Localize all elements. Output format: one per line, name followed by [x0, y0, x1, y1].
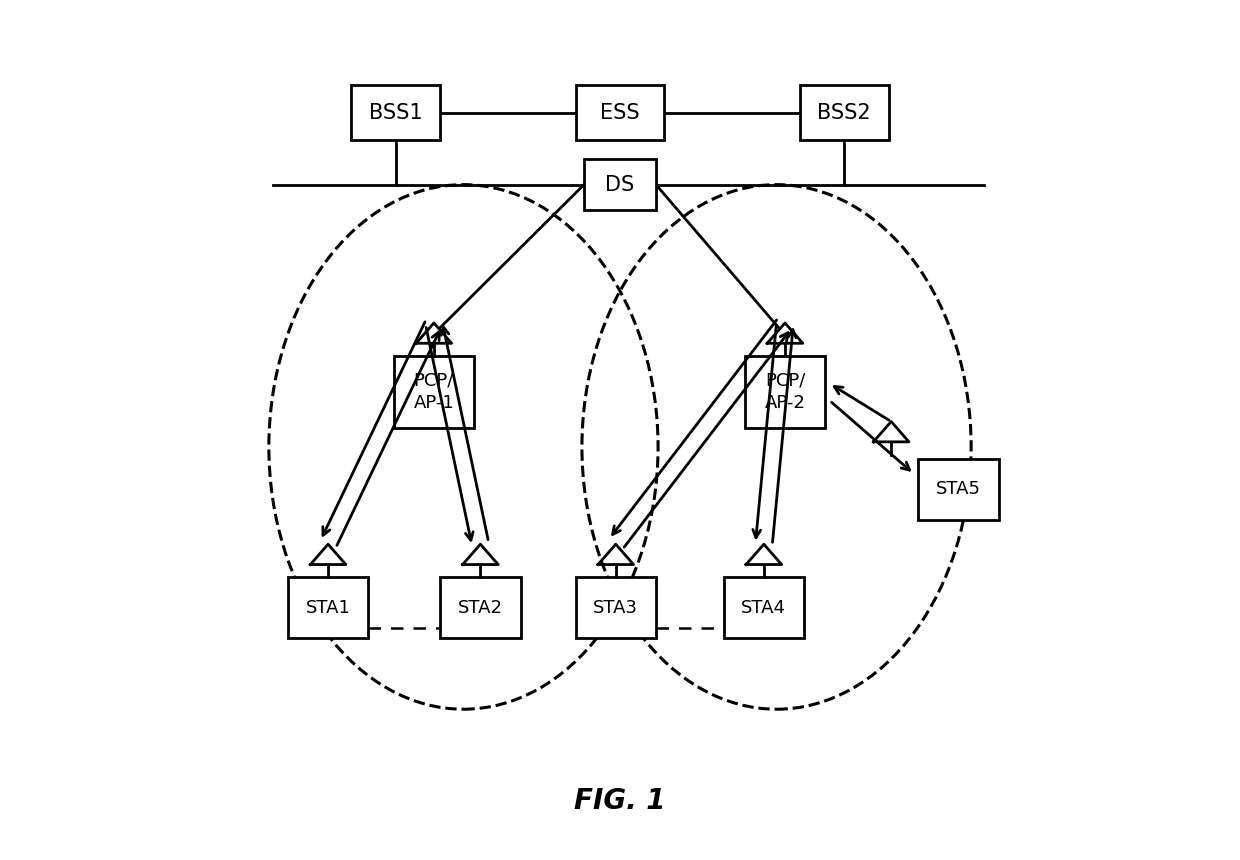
Text: STA4: STA4 [742, 599, 786, 617]
Text: DS: DS [605, 175, 635, 194]
Text: PCP/
AP-2: PCP/ AP-2 [765, 372, 806, 412]
FancyBboxPatch shape [800, 85, 889, 140]
FancyBboxPatch shape [745, 356, 825, 428]
Text: STA5: STA5 [936, 480, 981, 498]
Text: STA1: STA1 [305, 599, 351, 617]
Text: ESS: ESS [600, 102, 640, 123]
FancyBboxPatch shape [724, 577, 804, 638]
Text: BSS1: BSS1 [370, 102, 423, 123]
Text: BSS2: BSS2 [817, 102, 870, 123]
Text: FIG. 1: FIG. 1 [574, 787, 666, 814]
FancyBboxPatch shape [575, 85, 665, 140]
FancyBboxPatch shape [288, 577, 368, 638]
FancyBboxPatch shape [440, 577, 521, 638]
Text: STA3: STA3 [593, 599, 639, 617]
FancyBboxPatch shape [919, 458, 998, 519]
Text: STA2: STA2 [458, 599, 503, 617]
FancyBboxPatch shape [393, 356, 474, 428]
FancyBboxPatch shape [575, 577, 656, 638]
Text: PCP/
AP-1: PCP/ AP-1 [413, 372, 454, 412]
FancyBboxPatch shape [351, 85, 440, 140]
FancyBboxPatch shape [584, 159, 656, 210]
